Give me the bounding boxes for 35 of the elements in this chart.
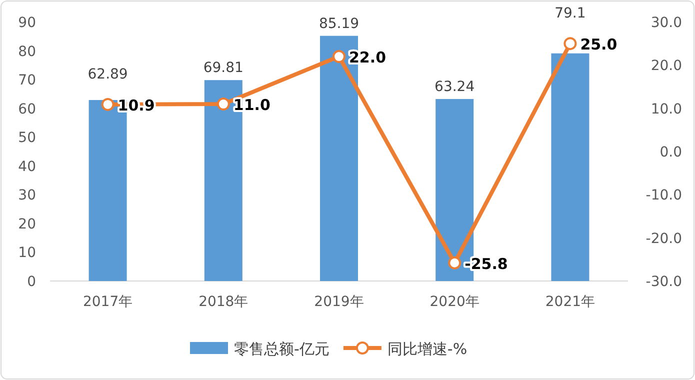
x-tick-label: 2017年 <box>82 294 133 310</box>
y2-tick-label: -30.0 <box>646 274 682 290</box>
data-label: 63.24 <box>434 79 475 96</box>
y-tick-label: 50 <box>18 130 36 146</box>
y-tick-label: 90 <box>18 15 36 31</box>
y2-tick-label: 20.0 <box>650 58 682 74</box>
legend-label: 同比增速-% <box>387 340 468 358</box>
y2-tick-label: -20.0 <box>646 230 682 247</box>
y-tick-label: 30 <box>18 188 36 204</box>
legend-label: 零售总额-亿元 <box>234 340 330 358</box>
y-tick-label: 60 <box>18 101 36 118</box>
data-label: 85.19 <box>318 16 360 32</box>
data-label: 69.81 <box>203 60 244 76</box>
y2-tick-label: 10.0 <box>650 101 682 118</box>
y2-tick-label: 30.0 <box>650 15 682 31</box>
point <box>332 50 346 64</box>
x-tick-label: 2020年 <box>430 294 480 310</box>
data-label: 62.89 <box>88 66 128 82</box>
y-tick-label: 80 <box>18 44 36 60</box>
point <box>216 98 230 111</box>
y2-tick-label: 0.0 <box>660 144 682 160</box>
y-tick-label: 10 <box>18 245 36 262</box>
y-tick-label: 40 <box>18 158 36 175</box>
data-label: 25.0 <box>580 36 618 54</box>
x-tick-label: 2019年 <box>314 294 364 310</box>
y-tick-label: 20 <box>18 216 36 232</box>
y-tick-label: 70 <box>18 72 36 89</box>
point <box>564 37 577 50</box>
y2-tick-label: -10.0 <box>646 188 682 204</box>
x-tick-label: 2018年 <box>198 294 248 310</box>
point <box>101 98 114 111</box>
y-tick-label: 0 <box>27 274 36 290</box>
x-tick-label: 2021年 <box>545 294 596 310</box>
point <box>448 256 462 270</box>
data-label: 79.1 <box>554 6 586 22</box>
